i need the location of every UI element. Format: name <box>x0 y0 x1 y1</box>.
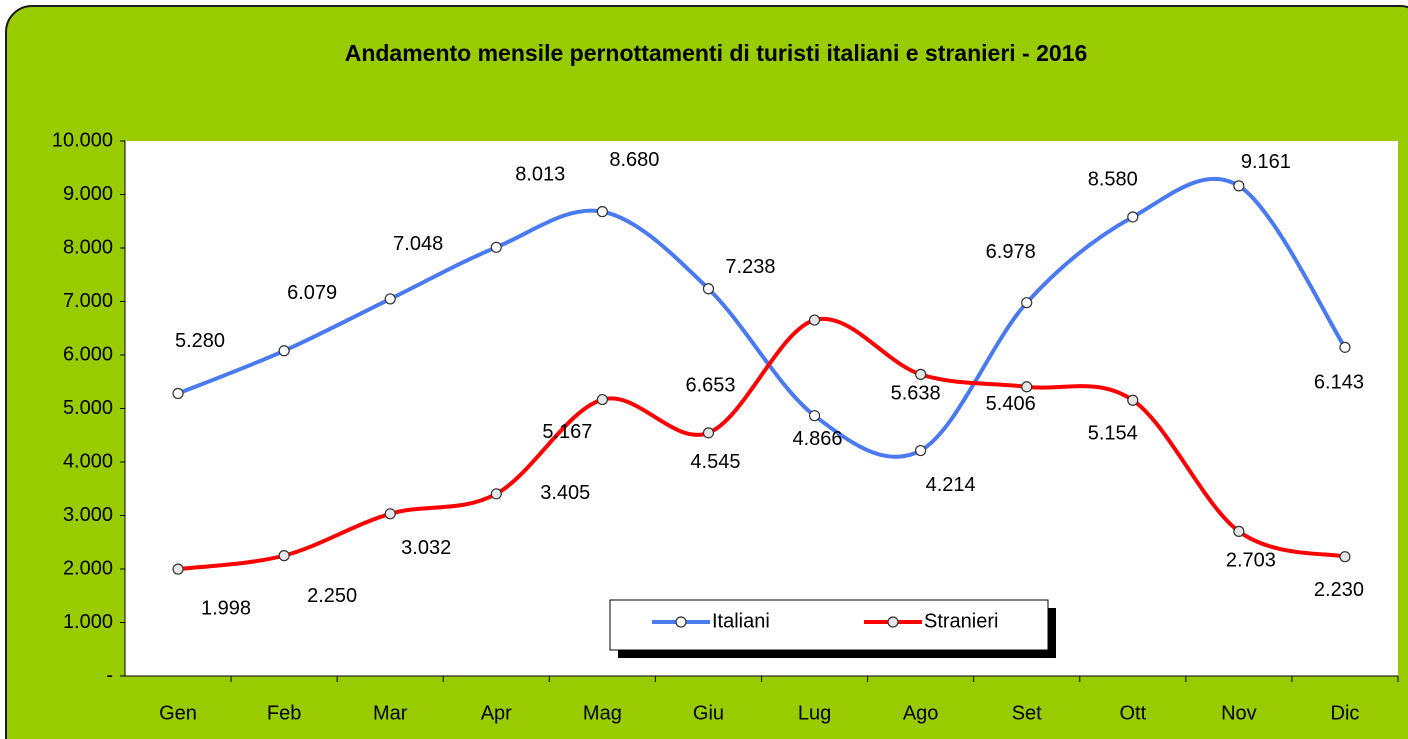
data-label: 5.154 <box>1088 423 1138 445</box>
data-point <box>172 563 184 575</box>
data-point <box>915 368 927 380</box>
x-tick-label: Nov <box>1221 702 1257 724</box>
data-label: 4.214 <box>926 474 976 496</box>
data-label: 6.653 <box>686 374 736 396</box>
data-label: 9.161 <box>1241 151 1291 173</box>
x-tick-label: Giu <box>693 702 724 724</box>
x-tick-label: Mag <box>583 702 622 724</box>
y-tick-label: 8.000 <box>63 236 113 258</box>
data-label: 3.405 <box>540 482 590 504</box>
data-label: 8.580 <box>1088 168 1138 190</box>
y-tick-label: 10.000 <box>52 129 113 151</box>
data-point <box>1127 211 1139 223</box>
data-point <box>172 387 184 400</box>
data-point <box>808 410 821 422</box>
y-tick-label: 3.000 <box>63 504 113 526</box>
data-label: 7.238 <box>725 256 775 278</box>
data-point <box>384 293 396 305</box>
x-tick-label: Gen <box>159 702 197 724</box>
data-point <box>1021 297 1033 309</box>
legend-marker <box>675 616 687 628</box>
data-point <box>808 314 821 326</box>
data-point <box>1339 341 1351 353</box>
chart-title: Andamento mensile pernottamenti di turis… <box>345 40 1088 66</box>
data-point <box>1233 525 1245 537</box>
data-point <box>490 241 502 253</box>
y-tick-label: 5.000 <box>63 397 113 419</box>
x-tick-label: Ott <box>1119 702 1146 724</box>
data-point <box>1127 394 1139 406</box>
y-tick-label: 4.000 <box>63 450 113 472</box>
plot-area <box>125 141 1398 676</box>
data-point <box>384 508 396 520</box>
data-point <box>278 550 290 562</box>
data-point <box>1233 180 1245 192</box>
data-point <box>702 283 715 295</box>
data-label: 5.638 <box>891 383 941 405</box>
data-point <box>278 345 290 357</box>
y-tick-label: 2.000 <box>63 557 113 579</box>
data-label: 3.032 <box>401 537 451 559</box>
data-point <box>596 206 608 218</box>
data-point <box>1021 381 1033 393</box>
data-label: 6.143 <box>1314 372 1364 394</box>
y-tick-label: - <box>106 664 113 686</box>
data-point <box>1339 551 1351 563</box>
data-label: 6.978 <box>986 241 1036 263</box>
legend-marker <box>887 616 899 628</box>
x-tick-label: Dic <box>1331 702 1360 724</box>
data-label: 4.545 <box>690 451 740 473</box>
data-label: 5.406 <box>986 393 1036 415</box>
data-label: 5.167 <box>542 421 592 443</box>
data-label: 8.013 <box>515 164 565 186</box>
x-tick-label: Lug <box>798 702 831 724</box>
y-tick-label: 9.000 <box>63 183 113 205</box>
legend-label: Stranieri <box>924 610 998 632</box>
x-tick-label: Mar <box>373 702 408 724</box>
x-tick-label: Apr <box>481 702 512 724</box>
x-tick-label: Set <box>1012 702 1042 724</box>
y-tick-label: 1.000 <box>63 611 113 633</box>
data-point <box>702 427 715 439</box>
legend-box <box>609 599 1049 651</box>
y-tick-label: 7.000 <box>63 290 113 312</box>
data-label: 1.998 <box>201 597 251 619</box>
x-tick-label: Ago <box>903 702 939 724</box>
data-point <box>490 488 502 500</box>
data-point <box>915 444 927 457</box>
data-label: 5.280 <box>175 330 225 352</box>
data-label: 4.866 <box>793 428 843 450</box>
x-tick-label: Feb <box>267 702 301 724</box>
legend-label: Italiani <box>712 610 770 632</box>
data-label: 7.048 <box>393 233 443 255</box>
data-label: 6.079 <box>287 282 337 304</box>
data-label: 8.680 <box>609 149 659 171</box>
data-label: 2.230 <box>1314 579 1364 601</box>
data-label: 2.703 <box>1226 550 1276 572</box>
data-label: 2.250 <box>307 585 357 607</box>
y-tick-label: 6.000 <box>63 343 113 365</box>
data-point <box>596 393 608 406</box>
